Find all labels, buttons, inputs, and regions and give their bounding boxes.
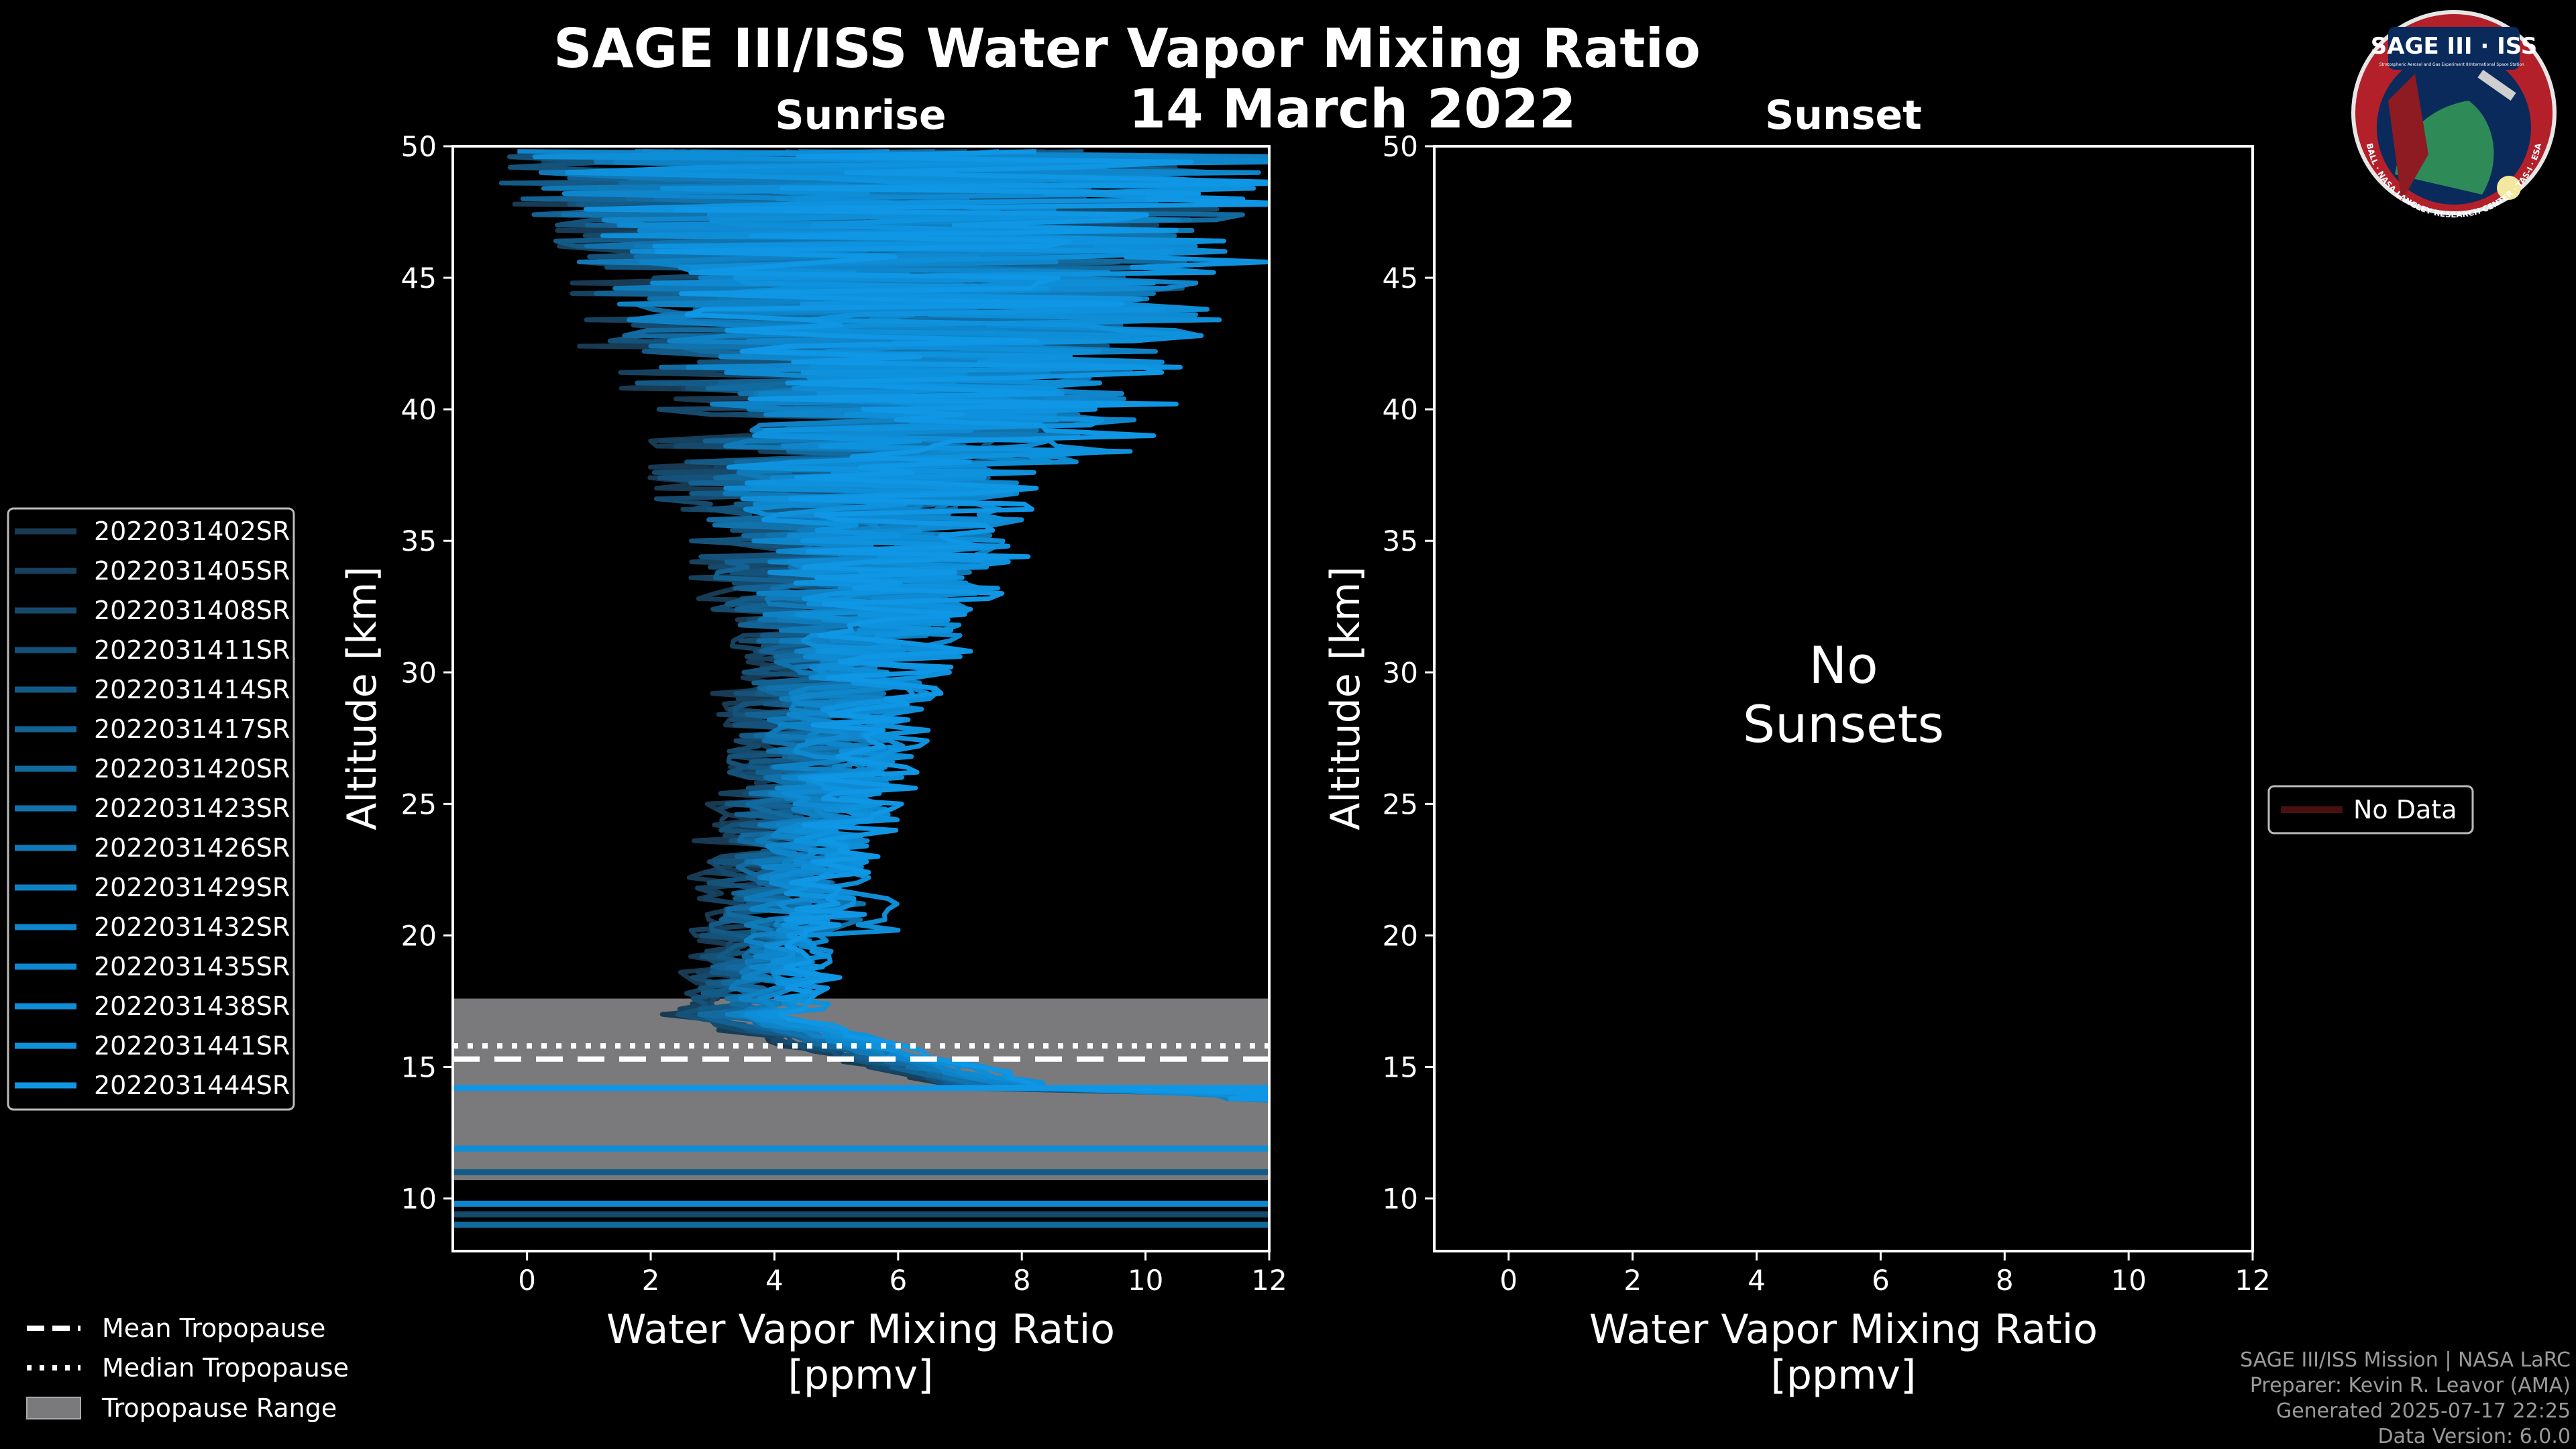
x-tick-label: 6 — [889, 1264, 907, 1297]
earth-icon — [2395, 101, 2494, 195]
credit-generated: Generated 2025-07-17 22:25 — [2276, 1399, 2571, 1423]
logo-name: SAGE III · ISS — [2371, 33, 2537, 60]
no-sunsets-message-line1: No — [1809, 635, 1878, 695]
y-tick-label: 45 — [1383, 262, 1418, 294]
profile-line-2022031441SR — [565, 149, 1269, 1095]
sunrise-panel: 10 15 20 25 30 35 40 45 50 0 2 4 6 8 10 12 Altitude [k… — [339, 130, 1287, 1399]
x-tick-label: 10 — [1128, 1264, 1163, 1297]
legend-label: 2022031423SR — [94, 794, 290, 823]
profile-lines — [453, 149, 1269, 1228]
legend-label: 2022031438SR — [94, 991, 290, 1021]
legend-label: 2022031420SR — [94, 754, 290, 784]
legend-label: 2022031402SR — [94, 517, 290, 546]
tropopause-range-label: Tropopause Range — [101, 1393, 337, 1423]
x-tick-label: 8 — [1013, 1264, 1031, 1297]
sunrise-axes-frame — [451, 145, 1271, 1252]
y-tick-label: 15 — [1383, 1051, 1418, 1084]
y-tick-label: 20 — [401, 919, 437, 952]
legend-label: 2022031411SR — [94, 635, 290, 665]
figure-title: SAGE III/ISS Water Vapor Mixing Ratio — [553, 17, 1701, 80]
logo-subtitle-right: International Space Station — [2469, 62, 2524, 67]
credit-data-version: Data Version: 6.0.0 — [2378, 1425, 2571, 1448]
x-tick-label: 8 — [1996, 1264, 2014, 1297]
legend-label: 2022031441SR — [94, 1031, 290, 1061]
credits: SAGE III/ISS Mission | NASA LaRC Prepare… — [2240, 1348, 2571, 1448]
y-tick-label: 40 — [1383, 393, 1418, 426]
mean-tropopause-label: Mean Tropopause — [102, 1313, 325, 1343]
iss-icon — [2477, 70, 2516, 101]
legend-label: 2022031414SR — [94, 675, 290, 704]
y-tick-label: 20 — [1383, 919, 1418, 952]
sunrise-y-ticks: 10 15 20 25 30 35 40 45 50 — [401, 130, 453, 1216]
sunrise-legend: 2022031402SR 2022031405SR 2022031408SR 2022… — [7, 507, 295, 1111]
x-tick-label: 12 — [2235, 1264, 2270, 1297]
y-tick-label: 50 — [401, 130, 437, 163]
x-tick-label: 0 — [518, 1264, 536, 1297]
x-tick-label: 6 — [1872, 1264, 1890, 1297]
credit-mission: SAGE III/ISS Mission | NASA LaRC — [2240, 1348, 2571, 1372]
y-tick-label: 15 — [401, 1051, 437, 1084]
x-tick-label: 10 — [2110, 1264, 2146, 1297]
legend-label: 2022031444SR — [94, 1071, 290, 1100]
legend-label: 2022031426SR — [94, 833, 290, 863]
x-tick-label: 0 — [1500, 1264, 1518, 1297]
legend-label: 2022031417SR — [94, 714, 290, 744]
median-tropopause-label: Median Tropopause — [102, 1353, 349, 1383]
figure-date: 14 March 2022 — [1128, 78, 1576, 140]
y-tick-label: 25 — [1383, 788, 1418, 820]
sunset-x-axis-units: [ppmv] — [1771, 1352, 1917, 1399]
sunrise-y-axis-label: Altitude [km] — [339, 566, 386, 830]
sunset-x-ticks: 0 2 4 6 8 10 12 — [1500, 1251, 2271, 1297]
legend-label: 2022031405SR — [94, 556, 290, 586]
y-tick-label: 10 — [401, 1183, 437, 1216]
x-tick-label: 12 — [1251, 1264, 1287, 1297]
logo-subtitle-left: Stratospheric Aerosol and Gas Experiment… — [2379, 62, 2470, 67]
y-tick-label: 40 — [401, 393, 437, 426]
sunrise-x-ticks: 0 2 4 6 8 10 12 — [518, 1251, 1287, 1297]
legend-label: 2022031408SR — [94, 596, 290, 625]
y-tick-label: 50 — [1383, 130, 1418, 163]
y-tick-label: 10 — [1383, 1183, 1418, 1216]
tropopause-legend: Mean Tropopause Median Tropopause Tropop… — [26, 1313, 349, 1423]
sunrise-x-axis-label: Water Vapor Mixing Ratio — [606, 1306, 1115, 1353]
legend-label: 2022031435SR — [94, 952, 290, 981]
y-tick-label: 30 — [1383, 656, 1418, 689]
profile-line-2022031444SR — [654, 149, 1269, 1102]
x-tick-label: 4 — [1748, 1264, 1766, 1297]
sunrise-x-axis-units: [ppmv] — [788, 1352, 934, 1399]
x-tick-label: 2 — [642, 1264, 660, 1297]
sunset-x-axis-label: Water Vapor Mixing Ratio — [1589, 1306, 2098, 1353]
no-data-legend-label: No Data — [2353, 795, 2457, 824]
y-tick-label: 35 — [1383, 525, 1418, 557]
legend-label: 2022031429SR — [94, 873, 290, 902]
x-tick-label: 4 — [765, 1264, 784, 1297]
y-tick-label: 45 — [401, 262, 437, 294]
sunrise-panel-title: Sunrise — [775, 92, 946, 139]
sunrise-legend-frame — [7, 507, 295, 1111]
sun-icon — [2497, 176, 2521, 200]
sunset-y-ticks: 10 15 20 25 30 35 40 45 50 — [1383, 130, 1434, 1216]
sunset-legend: No Data — [2267, 785, 2474, 835]
sage-logo: SAGE III · ISS Stratospheric Aerosol and… — [2351, 10, 2557, 219]
no-sunsets-message-line2: Sunsets — [1743, 694, 1944, 754]
x-tick-label: 2 — [1623, 1264, 1642, 1297]
sunset-y-axis-label: Altitude [km] — [1322, 566, 1369, 830]
y-tick-label: 35 — [401, 525, 437, 557]
sunset-axes-frame — [1433, 145, 2254, 1252]
tropopause-range-swatch — [26, 1397, 81, 1419]
credit-preparer: Preparer: Kevin R. Leavor (AMA) — [2250, 1374, 2571, 1397]
y-tick-label: 30 — [401, 656, 437, 689]
sunset-panel-title: Sunset — [1765, 92, 1922, 139]
y-tick-label: 25 — [401, 788, 437, 820]
sunset-legend-frame — [2267, 785, 2474, 835]
astronomer-icon — [2388, 74, 2428, 201]
legend-label: 2022031432SR — [94, 912, 290, 942]
